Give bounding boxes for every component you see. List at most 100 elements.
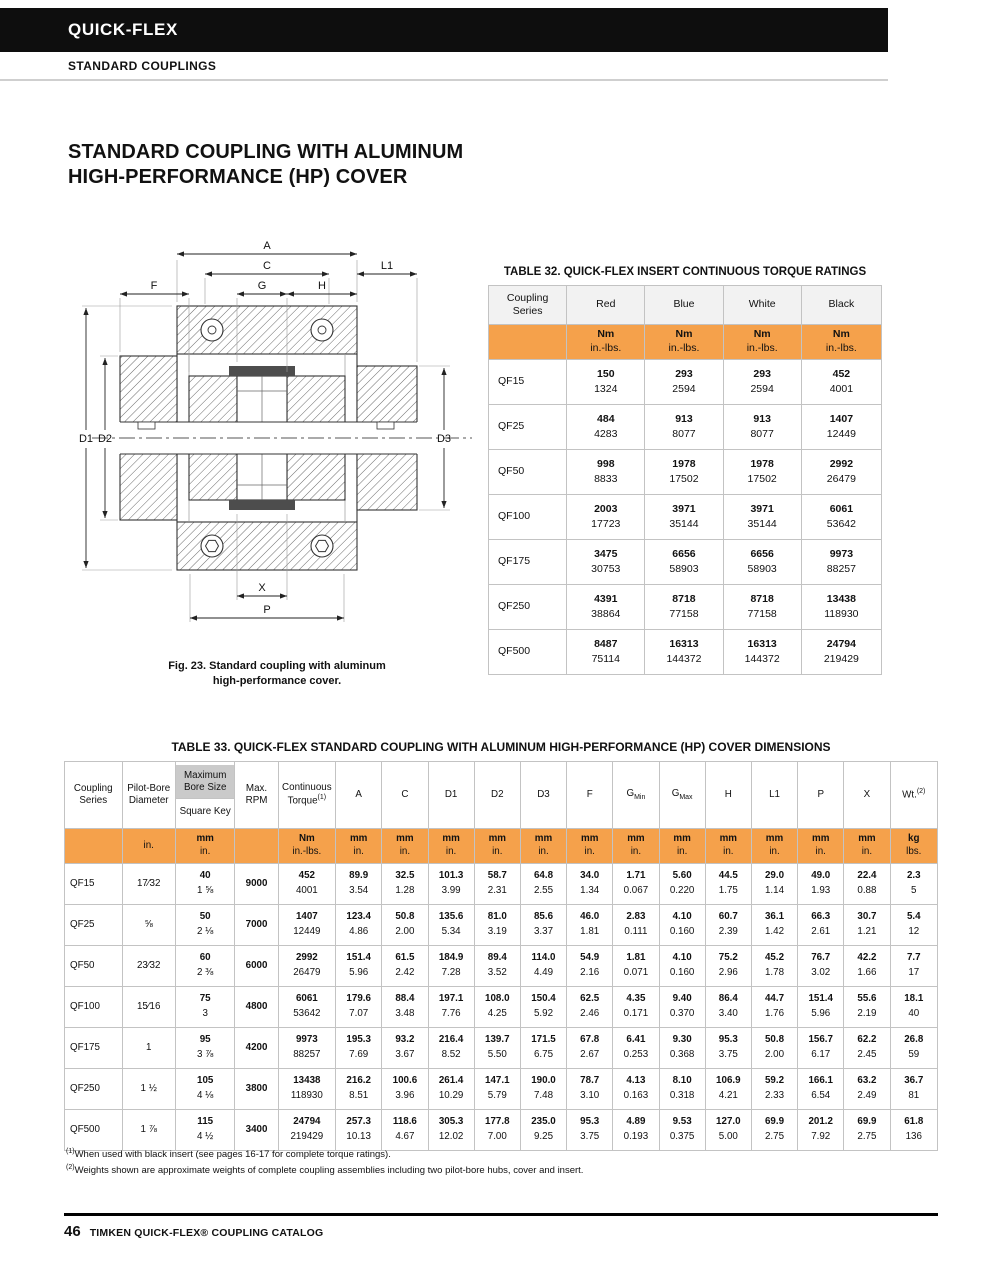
- torque-cell: 24794 219429: [277, 1109, 337, 1151]
- dim-cell-d2: 147.1 5.79: [473, 1068, 521, 1110]
- col-header-torque: Continuous Torque(1): [277, 761, 337, 829]
- dim-cell-x: 42.2 1.66: [843, 945, 891, 987]
- table33-title: TABLE 33. QUICK-FLEX STANDARD COUPLING W…: [171, 740, 831, 754]
- max-rpm-cell: 9000: [234, 863, 279, 905]
- col-header-coupling-series: Coupling Series: [64, 761, 123, 829]
- coupling-series-cell: QF250: [64, 1068, 123, 1110]
- dim-cell-d3: 235.0 9.25: [519, 1109, 568, 1151]
- coupling-series-cell: QF50: [64, 945, 123, 987]
- dim-label-d3: D3: [437, 433, 451, 445]
- dim-cell-l1: 69.9 2.75: [750, 1109, 799, 1151]
- coupling-series-cell: QF175: [64, 1027, 123, 1069]
- col-header-dim-d3: D3: [519, 761, 568, 829]
- dim-cell-h: 44.5 1.75: [704, 863, 752, 905]
- dim-cell-d1: 101.3 3.99: [427, 863, 475, 905]
- torque-value-cell: 6656 58903: [644, 539, 724, 585]
- figure-caption-line2: high-performance cover.: [212, 674, 342, 687]
- units-cell-dim: mm in.: [427, 828, 475, 864]
- dim-cell-h: 86.4 3.40: [704, 986, 752, 1028]
- units-cell: Nm in.-lbs.: [800, 324, 883, 360]
- max-bore-cell: 75 3: [174, 986, 236, 1028]
- dim-cell-c: 118.6 4.67: [381, 1109, 429, 1151]
- dim-label-g: G: [258, 280, 267, 292]
- col-header-dim-a: A: [335, 761, 383, 829]
- dim-label-l1: L1: [381, 260, 393, 272]
- col-header-coupling-series: Coupling Series: [487, 285, 568, 325]
- footer-text: TIMKEN QUICK-FLEX® COUPLING CATALOG: [89, 1227, 324, 1239]
- col-header-pilot-bore: Pilot-Bore Diameter: [121, 761, 176, 829]
- units-cell-dim: mm in.: [381, 828, 429, 864]
- dim-cell-d3: 64.8 2.55: [519, 863, 568, 905]
- torque-value-cell: 3971 35144: [644, 494, 724, 540]
- units-cell-dim: mm in.: [797, 828, 845, 864]
- dim-label-f: F: [151, 280, 158, 292]
- dim-cell-c: 50.8 2.00: [381, 904, 429, 946]
- col-header-blue: Blue: [644, 285, 724, 325]
- units-cell-dim: mm in.: [519, 828, 568, 864]
- coupling-series-cell: QF15: [487, 359, 568, 405]
- dim-label-d1: D1: [79, 433, 93, 445]
- torque-value-cell: 1978 17502: [644, 449, 724, 495]
- footnote-2: (2)Weights shown are approximate weights…: [66, 1164, 584, 1177]
- coupling-series-cell: QF100: [64, 986, 123, 1028]
- weight-cell: 61.8 136: [889, 1109, 939, 1151]
- units-cell-dim: mm in.: [566, 828, 614, 864]
- dim-cell-f: 78.7 3.10: [566, 1068, 614, 1110]
- dim-label-h: H: [318, 280, 326, 292]
- coupling-series-cell: QF250: [487, 584, 568, 630]
- hex-bolt-icon: [200, 534, 224, 558]
- weight-cell: 36.7 81: [889, 1068, 939, 1110]
- pilot-bore-cell: 15⁄16: [121, 986, 176, 1028]
- table32-units-row: Nm in.-lbs. Nm in.-lbs. Nm in.-lbs. Nm in.-l…: [487, 324, 883, 360]
- dim-cell-h: 95.3 3.75: [704, 1027, 752, 1069]
- units-cell-dim: mm in.: [612, 828, 660, 864]
- torque-value-cell: 484 4283: [566, 404, 646, 450]
- dim-cell-gmin: 1.71 0.067: [612, 863, 660, 905]
- torque-value-cell: 1978 17502: [722, 449, 802, 495]
- pilot-bore-cell: 17⁄32: [121, 863, 176, 905]
- dim-cell-x: 55.6 2.19: [843, 986, 891, 1028]
- torque-table-row: QF500 8487 75114 16313 144372 16313 144372 …: [487, 629, 883, 675]
- torque-value-cell: 13438 118930: [800, 584, 883, 630]
- coupling-series-cell: QF500: [487, 629, 568, 675]
- dim-cell-gmin: 4.13 0.163: [612, 1068, 660, 1110]
- dim-label-x: X: [258, 582, 266, 594]
- max-rpm-cell: 4200: [234, 1027, 279, 1069]
- max-rpm-cell: 7000: [234, 904, 279, 946]
- page-header-bar: QUICK-FLEX: [0, 8, 888, 52]
- coupling-series-cell: QF25: [487, 404, 568, 450]
- dim-cell-gmin: 6.41 0.253: [612, 1027, 660, 1069]
- units-cell: Nm in.-lbs.: [566, 324, 646, 360]
- dim-cell-a: 195.3 7.69: [335, 1027, 383, 1069]
- dim-cell-l1: 45.2 1.78: [750, 945, 799, 987]
- dim-cell-p: 49.0 1.93: [797, 863, 845, 905]
- torque-table-row: QF175 3475 30753 6656 58903 6656 58903 9973…: [487, 539, 883, 585]
- dimension-table-row: QF500 1 ⅞ 115 4 ½ 3400 24794 219429 257.3 1…: [64, 1109, 939, 1151]
- torque-ratings-section: TABLE 32. QUICK-FLEX INSERT CONTINUOUS T…: [487, 266, 883, 675]
- col-header-dim-f: F: [566, 761, 614, 829]
- col-header-dim-gmin: GMin: [612, 761, 660, 829]
- square-key-label: Square Key: [179, 806, 231, 818]
- dimensions-section: TABLE 33. QUICK-FLEX STANDARD COUPLING W…: [64, 740, 939, 1151]
- torque-value-cell: 6656 58903: [722, 539, 802, 585]
- dim-cell-gmin: 4.35 0.171: [612, 986, 660, 1028]
- torque-value-cell: 16313 144372: [722, 629, 802, 675]
- torque-value-cell: 6061 53642: [800, 494, 883, 540]
- torque-value-cell: 9973 88257: [800, 539, 883, 585]
- torque-cell: 13438 118930: [277, 1068, 337, 1110]
- table32-header-row: Coupling Series Red Blue White Black: [487, 285, 883, 325]
- dim-cell-c: 93.2 3.67: [381, 1027, 429, 1069]
- dim-cell-gmin: 2.83 0.111: [612, 904, 660, 946]
- page-number: 46: [64, 1223, 81, 1240]
- torque-value-cell: 913 8077: [722, 404, 802, 450]
- units-cell-dim: mm in.: [473, 828, 521, 864]
- torque-table-row: QF25 484 4283 913 8077 913 8077 1407 12449: [487, 404, 883, 450]
- page-footer: 46 TIMKEN QUICK-FLEX® COUPLING CATALOG: [64, 1213, 938, 1240]
- dim-cell-p: 156.7 6.17: [797, 1027, 845, 1069]
- dim-cell-d3: 171.5 6.75: [519, 1027, 568, 1069]
- coupling-body: [92, 305, 472, 571]
- weight-cell: 5.4 12: [889, 904, 939, 946]
- torque-value-cell: 150 1324: [566, 359, 646, 405]
- brand-title: QUICK-FLEX: [68, 20, 178, 39]
